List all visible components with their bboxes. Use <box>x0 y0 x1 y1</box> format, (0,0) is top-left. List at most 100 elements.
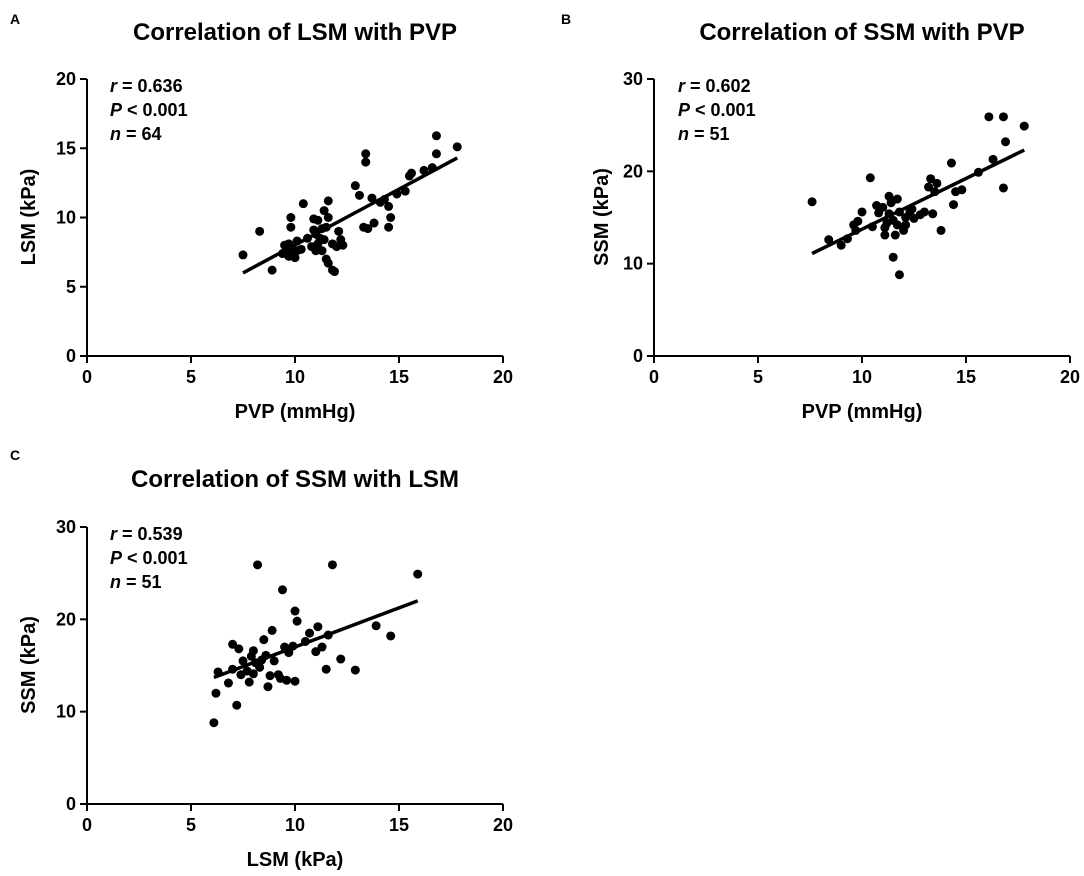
panel-a-x-tick-label: 20 <box>493 367 513 387</box>
panel-c-data-point <box>282 675 292 685</box>
panel-b-stat-r: r = 0.602 <box>678 76 751 96</box>
panel-b-data-point <box>890 230 900 240</box>
panel-b-data-point <box>998 183 1008 193</box>
panel-c-x-tick-label: 0 <box>82 815 92 835</box>
panel-b-x-tick-label: 15 <box>956 367 976 387</box>
panel-b-data-point <box>894 270 904 280</box>
panel-a-x-tick-label: 10 <box>285 367 305 387</box>
panel-b-y-tick-label: 10 <box>623 254 643 274</box>
panel-c-data-point <box>327 560 337 570</box>
panel-a-data-point <box>338 240 348 250</box>
panel-b-stat-n: n = 51 <box>678 124 730 144</box>
panel-a-data-point <box>452 142 462 152</box>
panel-b-data-point <box>824 235 834 245</box>
panel-c-stat-symbol: P <box>110 548 123 568</box>
panel-a-data-point <box>400 186 410 196</box>
panel-a-data-point <box>323 213 333 222</box>
panel-c-data-point <box>211 688 221 698</box>
panel-a-data-point <box>384 201 394 211</box>
panel-a-regression-line <box>242 156 459 275</box>
panel-a-letter: A <box>10 11 20 27</box>
panel-a-data-point <box>317 246 327 256</box>
panel-b-data-point <box>884 209 894 219</box>
panel-b-title: Correlation of SSM with PVP <box>699 19 1024 46</box>
panel-c-data-point <box>261 650 271 660</box>
panel-a-data-point <box>284 239 294 249</box>
panel-c-y-axis-label: SSM (kPa) <box>18 616 40 714</box>
panel-b-data-point <box>984 112 994 122</box>
panel-a-data-point <box>431 149 441 159</box>
panel-b-data-point <box>932 178 942 188</box>
panel-b-data-point <box>807 197 817 207</box>
panel-a-data-point <box>361 149 371 159</box>
panel-b-data-point <box>878 202 888 212</box>
panel-b-data-point <box>857 207 867 217</box>
panel-c-letter: C <box>10 447 20 463</box>
panel-b-data-point <box>894 207 904 217</box>
panel-a-data-point <box>361 157 371 167</box>
panel-a-data-point <box>369 218 379 228</box>
panel-a-data-point <box>334 226 344 236</box>
panel-a-title: Correlation of LSM with PVP <box>133 19 457 46</box>
panel-c-data-point <box>265 671 275 681</box>
panel-a-data-point <box>302 233 312 243</box>
panel-b-data-point <box>865 173 875 183</box>
panel-c-stat-r: r = 0.539 <box>110 524 183 544</box>
panel-b-data-point <box>907 204 917 214</box>
panel-b-data-point <box>892 194 902 204</box>
panel-c-data-point <box>288 641 298 651</box>
panel-b-data-point <box>1019 121 1029 131</box>
panel-b-data-point <box>946 158 956 168</box>
panel-b-stat-symbol: P <box>678 100 691 120</box>
panel-a-data-point <box>321 222 331 232</box>
panel-b-data-point <box>888 252 898 262</box>
panel-a-y-tick-label: 0 <box>66 346 76 366</box>
panel-a-data-point <box>384 222 394 232</box>
panel-b-y-tick-label: 30 <box>623 69 643 89</box>
panel-b-letter: B <box>561 11 571 27</box>
panel-a-y-axis-label: LSM (kPa) <box>18 169 40 266</box>
panel-a-data-point <box>363 224 373 234</box>
panel-c-x-axis-label: LSM (kPa) <box>247 849 344 871</box>
panel-c-data-point <box>350 665 360 675</box>
panel-a-stat-symbol: r <box>110 76 118 96</box>
panel-c-data-point <box>255 662 265 672</box>
panel-c-stat-symbol: n <box>110 572 121 592</box>
panel-b-data-point <box>901 220 911 230</box>
panel-a-data-point <box>386 213 396 222</box>
panel-c-data-point <box>290 676 300 686</box>
panel-a-data-point <box>367 193 377 203</box>
panel-a-data-point <box>406 168 416 178</box>
panel-c-x-tick-label: 15 <box>389 815 409 835</box>
panel-a-y-tick-label: 15 <box>56 138 76 158</box>
panel-c-data-point <box>269 656 279 666</box>
panel-c-data-point <box>321 664 331 674</box>
panel-c-data-point <box>323 630 333 640</box>
panel-b-stat-p: P < 0.001 <box>678 100 756 120</box>
panel-b-stat-value: = 0.602 <box>685 76 751 96</box>
panel-a-data-point <box>238 250 248 260</box>
panel-b-data-point <box>836 240 846 250</box>
panel-c-data-point <box>386 631 396 641</box>
panel-c-data-point <box>311 647 321 657</box>
panel-c-x-tick-label: 5 <box>186 815 196 835</box>
panel-a-data-point <box>419 165 429 175</box>
panel-b-x-axis-label: PVP (mmHg) <box>802 401 923 423</box>
panel-c-y-tick-label: 20 <box>56 609 76 629</box>
panel-b-data-point <box>880 230 890 240</box>
panel-a-data-point <box>292 236 302 246</box>
panel-a-data-point <box>431 131 441 141</box>
panel-a-data-point <box>319 235 329 245</box>
panel-a-y-tick-label: 5 <box>66 277 76 297</box>
panel-c-data-point <box>248 646 258 656</box>
panel-a-stat-n: n = 64 <box>110 124 162 144</box>
panel-b-stat-symbol: n <box>678 124 689 144</box>
panel-b-data-point <box>853 216 863 226</box>
panel-a-data-point <box>319 206 329 216</box>
panel-c-data-point <box>413 569 423 579</box>
panel-c-data-point <box>317 642 327 652</box>
panel-b-data-point <box>988 154 998 164</box>
panel-b-data-point <box>919 207 929 217</box>
panel-c-y-tick-label: 10 <box>56 702 76 722</box>
panel-c-stat-symbol: r <box>110 524 118 544</box>
